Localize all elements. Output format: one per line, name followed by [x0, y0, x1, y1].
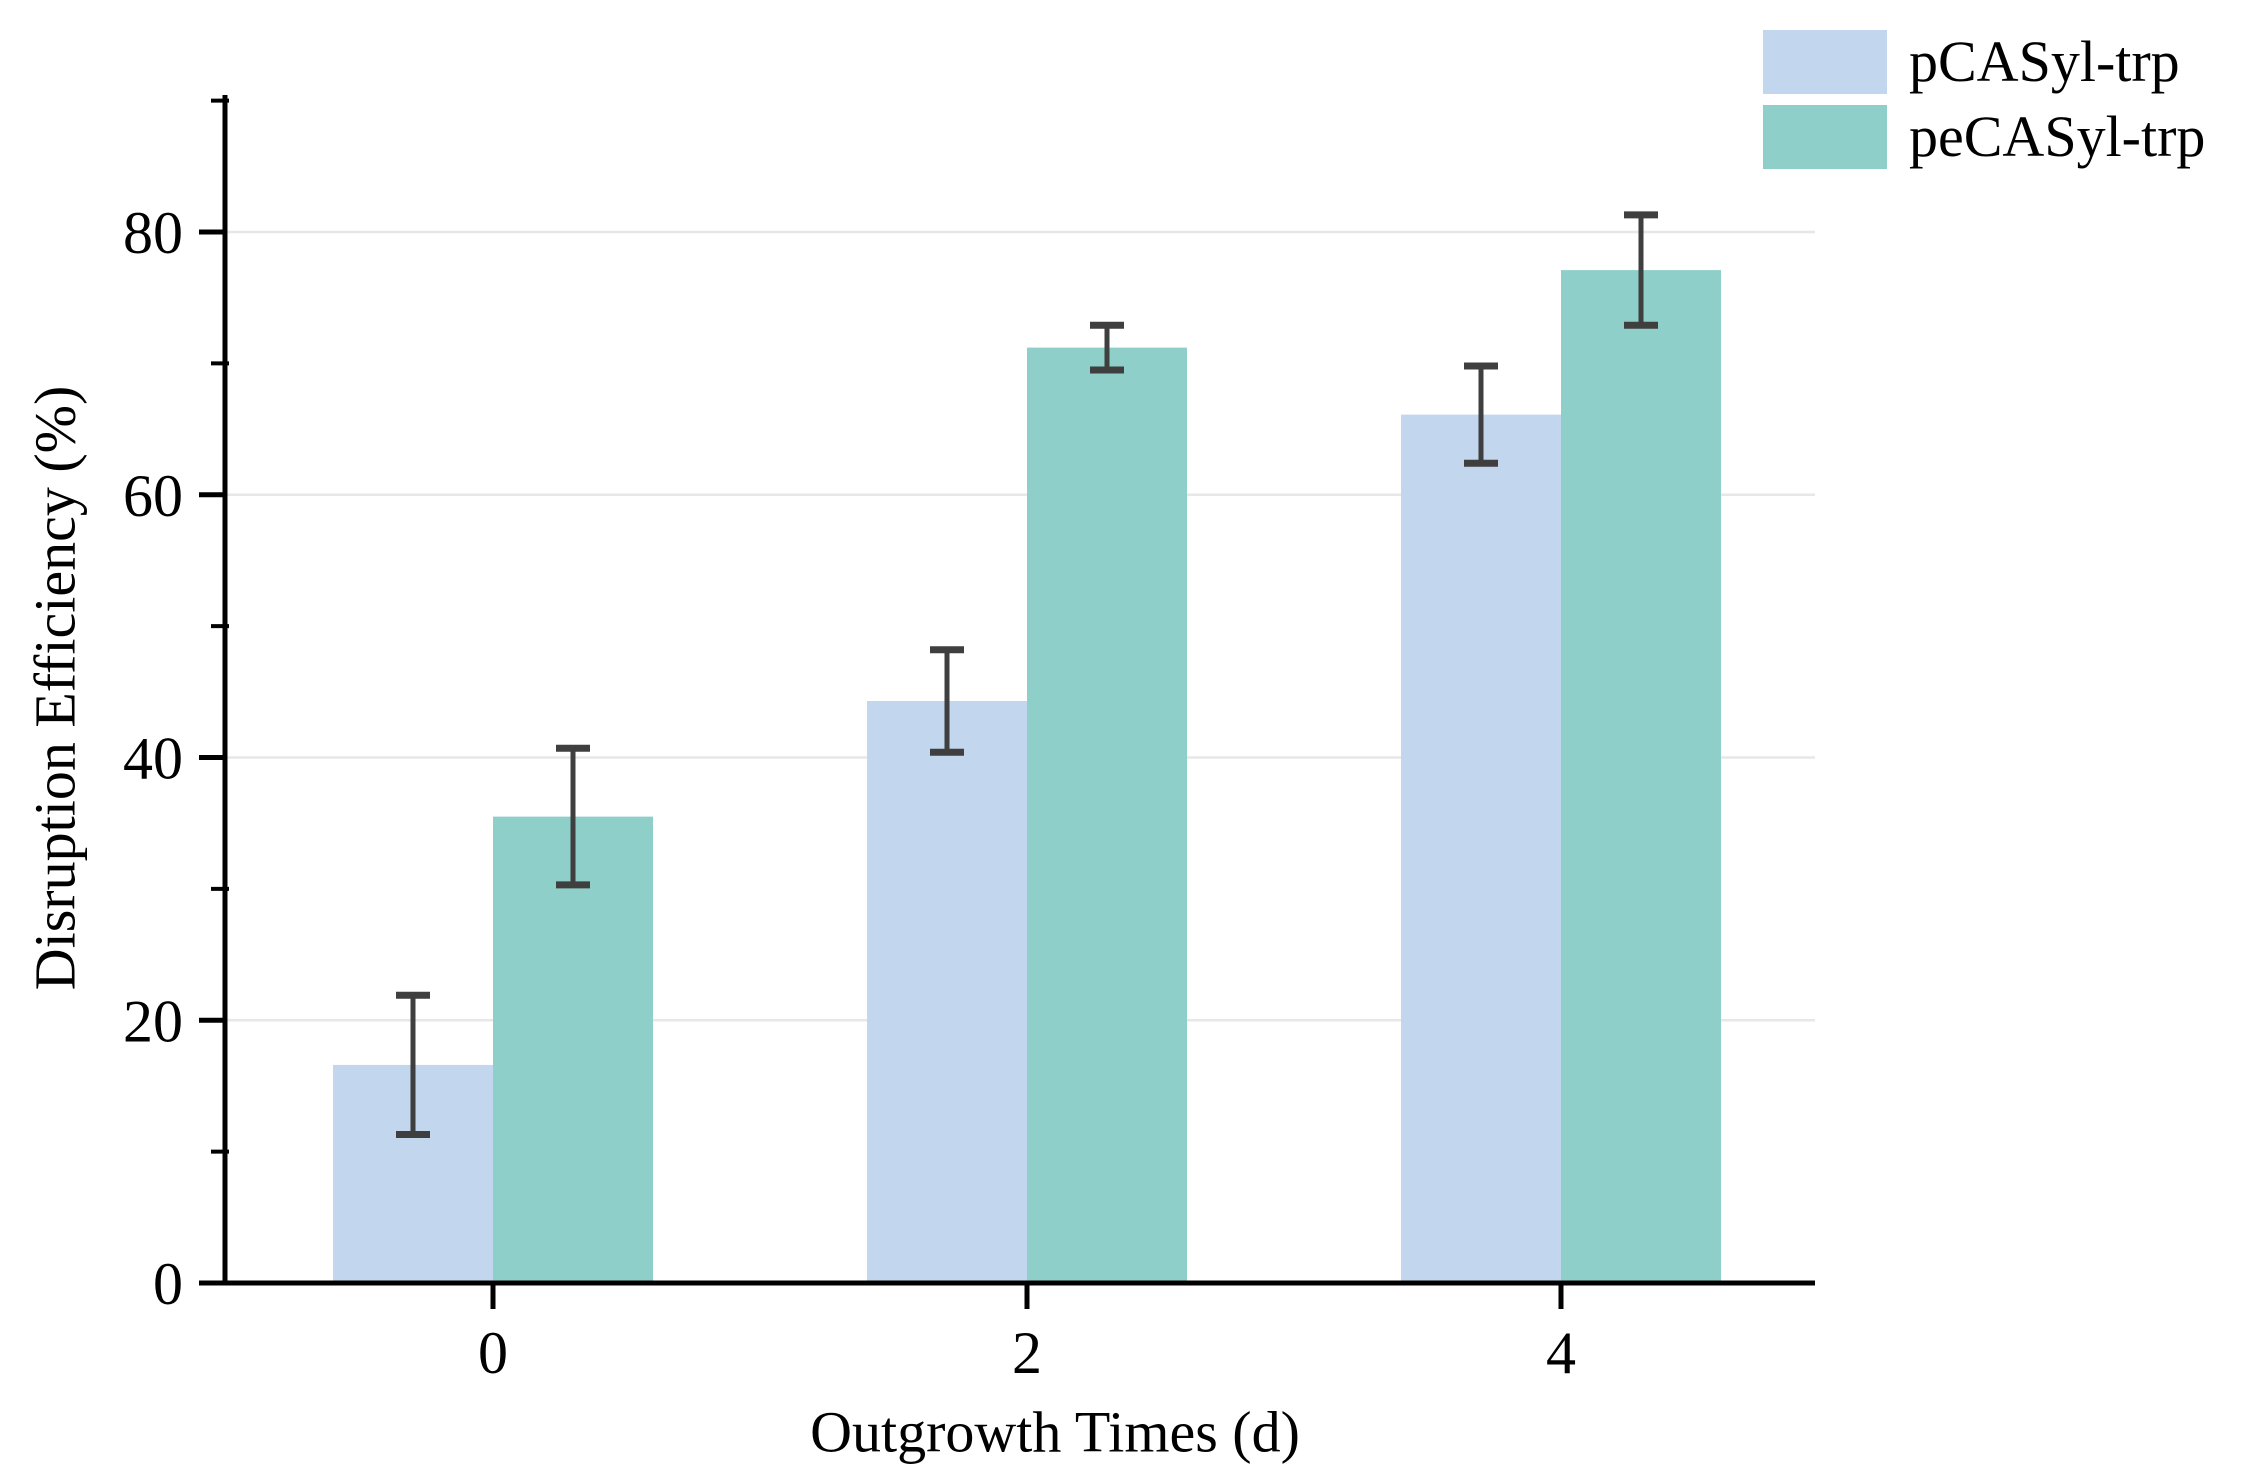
x-tick-label-0: 0: [478, 1320, 508, 1386]
bar-peCASyl-trp-2: [1027, 347, 1187, 1283]
bar-pCASyl-trp-2: [867, 701, 1027, 1283]
y-tick-label-80: 80: [123, 200, 183, 266]
legend-row: pCASyl-trp: [1763, 30, 2205, 94]
y-axis-title: Disruption Efficiency (%): [22, 385, 88, 991]
legend-swatch-pecasyl: [1763, 105, 1887, 169]
legend: pCASyl-trp peCASyl-trp: [1763, 30, 2205, 169]
y-tick-label-20: 20: [123, 988, 183, 1054]
bar-peCASyl-trp-0: [493, 816, 653, 1283]
legend-swatch-pcasyl: [1763, 30, 1887, 94]
bar-peCASyl-trp-4: [1561, 270, 1721, 1283]
x-tick-label-2: 2: [1012, 1320, 1042, 1386]
x-axis-title: Outgrowth Times (d): [810, 1399, 1300, 1465]
y-tick-label-40: 40: [123, 726, 183, 792]
y-tick-label-0: 0: [153, 1251, 183, 1317]
x-tick-label-4: 4: [1546, 1320, 1576, 1386]
legend-label-pcasyl: pCASyl-trp: [1909, 29, 2180, 94]
bar-pCASyl-trp-4: [1401, 414, 1561, 1284]
y-tick-label-60: 60: [123, 463, 183, 529]
legend-row: peCASyl-trp: [1763, 105, 2205, 169]
legend-label-pecasyl: peCASyl-trp: [1909, 104, 2206, 169]
